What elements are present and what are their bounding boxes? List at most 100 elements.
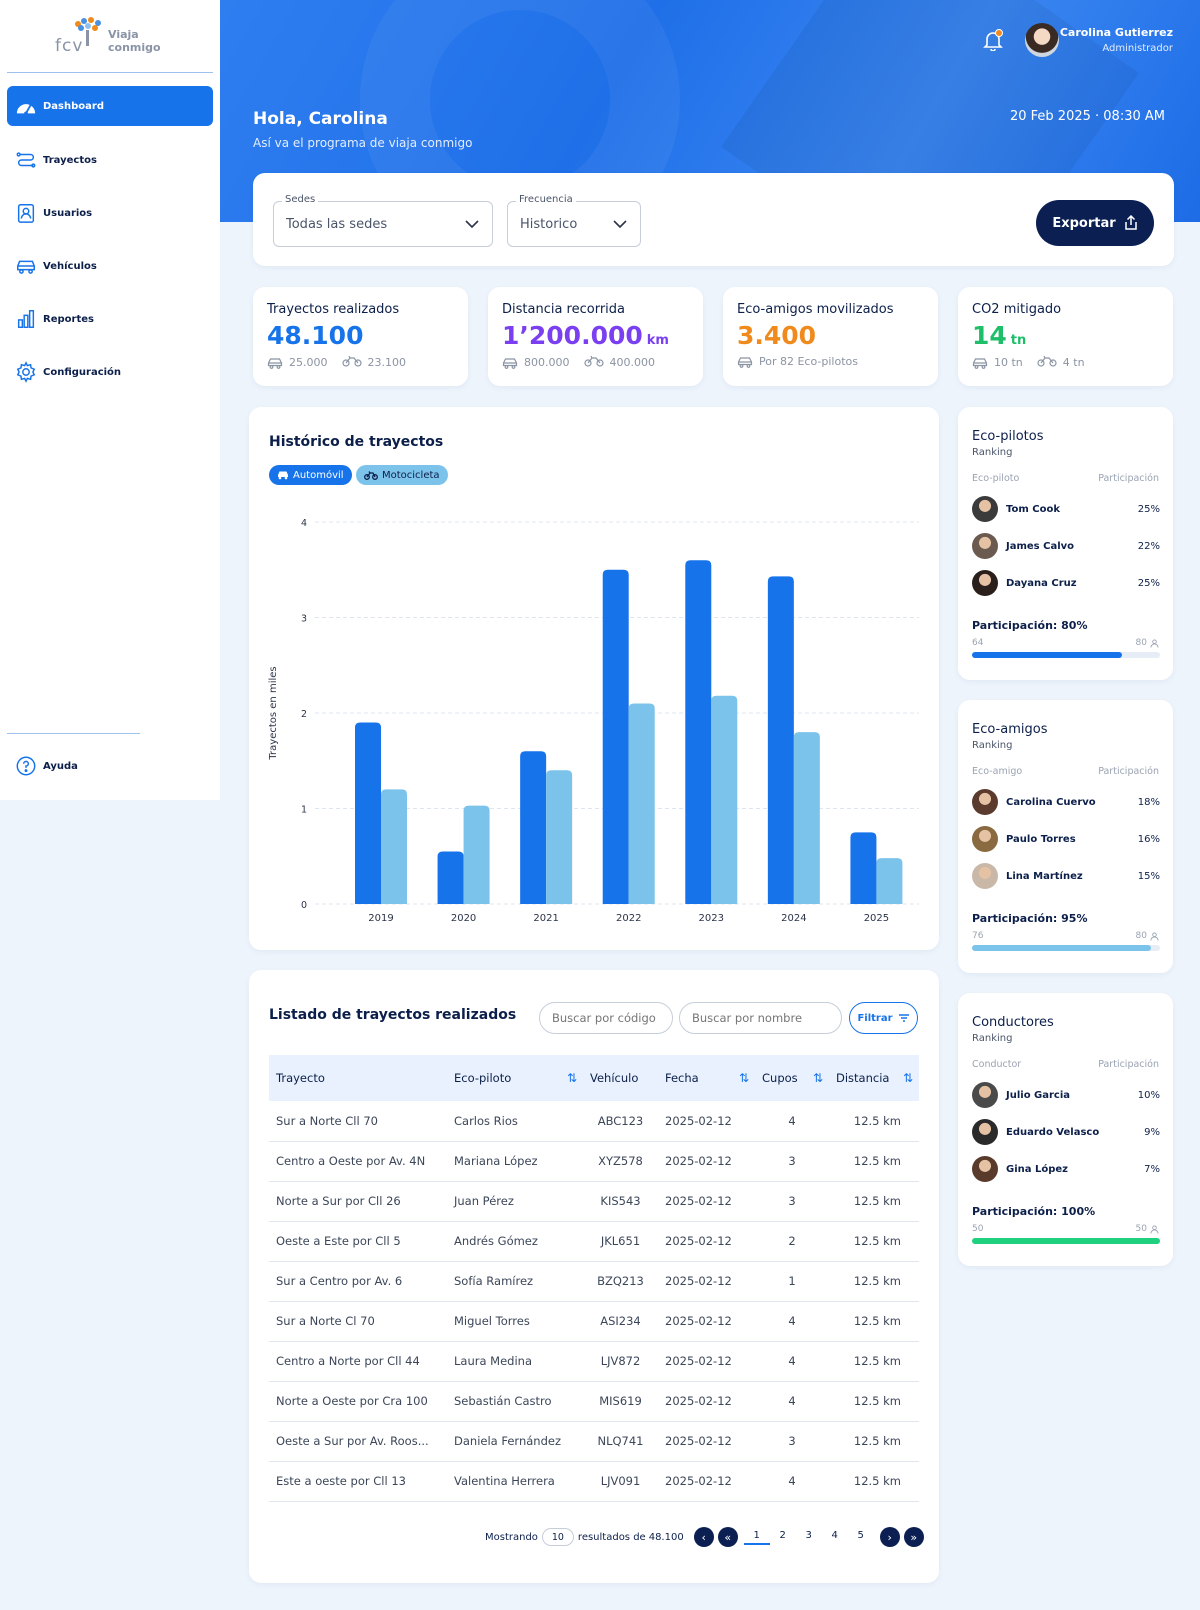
ranking-name: Lina Martínez xyxy=(1006,870,1083,882)
sidebar-item-label: Usuarios xyxy=(43,207,93,219)
brand-logo[interactable]: fcv Viaja conmigo xyxy=(52,14,172,60)
column-header-fecha[interactable]: Fecha ⇅ xyxy=(665,1071,749,1085)
stat-unit: tn xyxy=(1010,333,1027,348)
stat-breakdown: 25.000 23.100 xyxy=(267,355,406,370)
table-row[interactable]: Centro a Norte por Cll 44 Laura Medina LJV… xyxy=(269,1341,919,1381)
participation-progress-fill xyxy=(972,652,1123,658)
route-icon xyxy=(16,152,36,168)
table-cell: Sofía Ramírez xyxy=(454,1274,534,1288)
sidebar-item-vehiculos[interactable]: Vehículos xyxy=(7,246,213,286)
sidebar-item-label: Dashboard xyxy=(43,100,104,112)
sort-icon[interactable]: ⇅ xyxy=(812,1071,823,1085)
sidebar-item-trayectos[interactable]: Trayectos xyxy=(7,140,213,180)
table-cell: 12.5 km xyxy=(853,1113,901,1128)
ranking-row[interactable]: Dayana Cruz 25% xyxy=(972,570,1160,596)
page-number-button[interactable]: 5 xyxy=(857,1529,864,1541)
table-row[interactable]: Centro a Oeste por Av. 4N Mariana López XY… xyxy=(269,1141,919,1181)
table-row[interactable]: Norte a Oeste por Cra 100 Sebastián Castr… xyxy=(269,1381,919,1421)
table-row[interactable]: Sur a Norte Cll 70 Carlos Rios ABC123 2025-… xyxy=(269,1101,919,1141)
table-cell: 12.5 km xyxy=(853,1234,901,1248)
sidebar-item-reportes[interactable]: Reportes xyxy=(7,299,213,339)
car-icon xyxy=(737,356,753,368)
ranking-column-header: Conductor xyxy=(972,1059,1022,1070)
stat-title: Trayectos realizados xyxy=(267,302,400,317)
search-name-input[interactable] xyxy=(679,1002,842,1034)
last-page-button[interactable]: » xyxy=(903,1527,924,1547)
column-header-cupos[interactable]: Cupos ⇅ xyxy=(762,1071,823,1085)
table-cell: Daniela Fernández xyxy=(454,1434,561,1448)
current-datetime: 20 Feb 2025 · 08:30 AM xyxy=(1009,109,1165,124)
brand-logo-text: fcv xyxy=(55,36,84,56)
table-cell: MIS619 xyxy=(599,1394,642,1408)
sidebar-item-dashboard[interactable]: Dashboard xyxy=(7,86,213,126)
table-cell: Carlos Rios xyxy=(454,1113,518,1128)
next-page-button[interactable]: › xyxy=(879,1527,900,1547)
table-row[interactable]: Este a oeste por Cll 13 Valentina Herrera… xyxy=(269,1461,919,1501)
sort-icon[interactable]: ⇅ xyxy=(738,1071,749,1085)
table-cell: Centro a Norte por Cll 44 xyxy=(276,1354,420,1368)
ranking-percentage: 16% xyxy=(1137,833,1160,845)
first-page-button[interactable]: « xyxy=(717,1527,738,1547)
stat-card: Eco-amigos movilizados 3.400 Por 82 Eco-p… xyxy=(723,287,938,386)
table-row[interactable]: Oeste a Sur por Av. Roos... Daniela Ferná… xyxy=(269,1421,919,1461)
column-header-trayecto: Trayecto xyxy=(276,1071,325,1085)
ranking-row[interactable]: Eduardo Velasco 9% xyxy=(972,1119,1160,1145)
y-tick-label: 3 xyxy=(301,614,307,625)
participation-progress-fill xyxy=(972,945,1151,951)
stat-title: CO2 mitigado xyxy=(972,302,1062,317)
trips-table: Trayecto Eco-piloto ⇅ Vehículo Fecha ⇅ Cup… xyxy=(269,1055,919,1502)
ranking-percentage: 15% xyxy=(1137,870,1160,882)
page-number-button[interactable]: 3 xyxy=(805,1529,812,1541)
user-name[interactable]: Carolina Gutierrez xyxy=(1059,26,1173,39)
table-row[interactable]: Oeste a Este por Cll 5 Andrés Gómez JKL651… xyxy=(269,1221,919,1261)
legend-automovil[interactable]: Automóvil xyxy=(269,465,352,485)
participation-progress-fill xyxy=(972,1238,1160,1244)
stat-breakdown: 10 tn 4 tn xyxy=(972,355,1085,370)
ranking-name: Tom Cook xyxy=(1006,503,1060,515)
prev-page-button[interactable]: ‹ xyxy=(693,1527,714,1547)
sedes-select[interactable]: Sedes Todas las sedes xyxy=(273,194,493,247)
ranking-row[interactable]: Gina López 7% xyxy=(972,1156,1160,1182)
table-title: Listado de trayectos realizados xyxy=(269,1007,517,1023)
avatar xyxy=(972,496,998,522)
ranking-percentage: 25% xyxy=(1137,503,1160,515)
table-cell: BZQ213 xyxy=(597,1274,644,1288)
page-number-button[interactable]: 1 xyxy=(743,1530,770,1545)
ranking-row[interactable]: Julio Garcia 10% xyxy=(972,1082,1160,1108)
legend-label: Automóvil xyxy=(293,469,344,481)
table-row[interactable]: Norte a Sur por Cll 26 Juan Pérez KIS543 20… xyxy=(269,1181,919,1221)
column-header-eco-piloto[interactable]: Eco-piloto ⇅ xyxy=(454,1071,577,1085)
table-cell: KIS543 xyxy=(600,1194,641,1208)
brand-tagline: Viaja conmigo xyxy=(108,28,161,54)
ranking-row[interactable]: James Calvo 22% xyxy=(972,533,1160,559)
sort-icon[interactable]: ⇅ xyxy=(566,1071,577,1085)
sidebar-item-usuarios[interactable]: Usuarios xyxy=(7,193,213,233)
per-page-select[interactable]: 10 xyxy=(541,1528,574,1546)
avatar xyxy=(972,1082,998,1108)
table-cell: Oeste a Sur por Av. Roos... xyxy=(276,1434,429,1448)
sidebar-item-configuracion[interactable]: Configuración xyxy=(7,352,213,392)
ranking-row[interactable]: Tom Cook 25% xyxy=(972,496,1160,522)
frecuencia-select[interactable]: Frecuencia Historico xyxy=(507,194,641,247)
avatar[interactable] xyxy=(1025,23,1059,57)
ranking-row[interactable]: Lina Martínez 15% xyxy=(972,863,1160,889)
column-header-vehiculo: Vehículo xyxy=(590,1071,639,1085)
sidebar-item-ayuda[interactable]: Ayuda xyxy=(7,746,213,786)
car-icon xyxy=(972,357,988,369)
column-header-distancia[interactable]: Distancia ⇅ xyxy=(836,1071,913,1085)
search-code-input[interactable] xyxy=(539,1002,673,1034)
table-row[interactable]: Sur a Norte Cl 70 Miguel Torres ASI234 2025… xyxy=(269,1301,919,1341)
export-button[interactable]: Exportar xyxy=(1036,200,1154,246)
table-row[interactable]: Sur a Centro por Av. 6 Sofía Ramírez BZQ21… xyxy=(269,1261,919,1301)
page-number-button[interactable]: 2 xyxy=(779,1529,786,1541)
ranking-card-eco-amigos: Eco-amigos Ranking Eco-amigo Participaci… xyxy=(958,700,1173,973)
table-cell: 3 xyxy=(788,1194,796,1208)
avatar xyxy=(972,863,998,889)
sort-icon[interactable]: ⇅ xyxy=(902,1071,913,1085)
filter-button[interactable]: Filtrar xyxy=(849,1002,918,1034)
bell-icon[interactable] xyxy=(983,29,1003,51)
ranking-row[interactable]: Carolina Cuervo 18% xyxy=(972,789,1160,815)
page-number-button[interactable]: 4 xyxy=(831,1529,838,1541)
legend-motocicleta[interactable]: Motocicleta xyxy=(356,465,448,485)
ranking-row[interactable]: Paulo Torres 16% xyxy=(972,826,1160,852)
